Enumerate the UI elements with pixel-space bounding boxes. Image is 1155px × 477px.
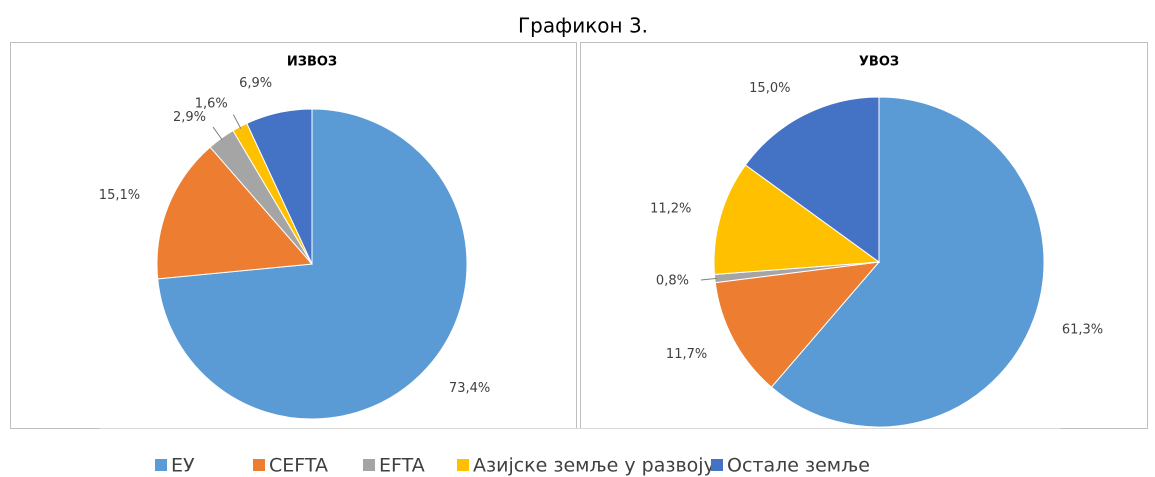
data-label: 73,4% [449,381,490,396]
data-label: 15,1% [99,188,140,203]
pie-slice [246,108,313,265]
legend-label: CEFTA [269,455,328,477]
leader-line [232,114,242,129]
pie-slice [713,164,881,275]
chart-title: ИЗВОЗ [287,55,337,70]
pie-slice [714,261,881,388]
pie-slice [770,96,1045,428]
data-label: 61,3% [1062,322,1103,337]
data-label: 1,6% [195,96,228,111]
data-label: 2,9% [173,110,206,125]
legend-swatch [457,459,469,471]
legend-label: Азијске земље у развоју [473,455,715,477]
data-label: 6,9% [239,76,272,91]
data-label: 11,7% [666,347,707,362]
pie-slice [156,146,314,280]
data-label: 15,0% [749,81,790,96]
leader-line [212,126,223,141]
legend-label: ЕУ [171,455,195,477]
caption: Графикон 3. [518,14,648,38]
legend-swatch [253,459,265,471]
data-label: 11,2% [650,201,691,216]
leader-line [700,277,717,281]
legend-label: Остале земље [727,455,870,477]
legend-swatch [363,459,375,471]
legend-label: EFTA [379,455,425,477]
legend-swatch [711,459,723,471]
data-label: 0,8% [656,274,689,289]
pie-slice [744,96,880,263]
legend-swatch [155,459,167,471]
chart-title: УВОЗ [859,55,899,70]
